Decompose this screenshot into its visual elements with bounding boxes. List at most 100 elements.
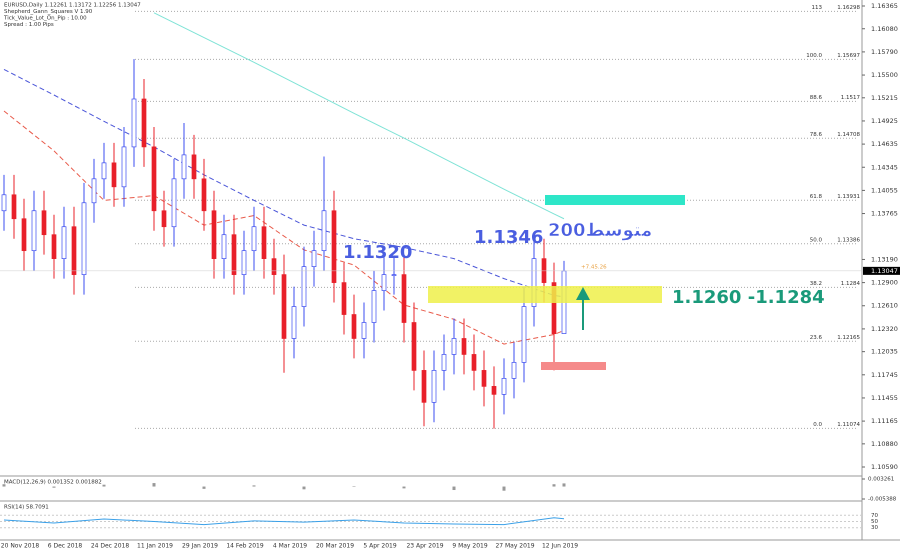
up-arrow (576, 287, 590, 330)
candle-body (161, 210, 167, 228)
candle-body (531, 258, 537, 307)
fibo-price: 1.14708 (837, 132, 860, 138)
candle-body (241, 250, 247, 275)
x-tick-label: 11 Jan 2019 (137, 543, 173, 550)
last-price-label: 1.13047 (871, 267, 898, 275)
candle-body (361, 322, 367, 339)
candle-body (151, 146, 157, 212)
x-tick-label: 20 Nov 2018 (1, 543, 40, 550)
macd-bar (52, 486, 56, 488)
candle-body (451, 338, 457, 355)
resistance-zone (545, 195, 685, 205)
candle-body (71, 226, 77, 275)
candle-body (481, 370, 487, 387)
fibo-price: 1.13931 (837, 194, 860, 200)
fibo-price: 1.12165 (837, 335, 860, 341)
candle-body (411, 322, 417, 371)
moving-average (153, 12, 565, 220)
y-tick-label: 1.13765 (871, 210, 898, 218)
candle-body (491, 386, 497, 395)
y-tick-label: 1.16080 (871, 25, 898, 33)
rsi-tick-label: 70 (871, 513, 878, 519)
y-tick-label: 1.15500 (871, 71, 898, 79)
candle-body (391, 274, 397, 276)
y-tick-label: 1.15790 (871, 48, 898, 56)
y-tick-label: 1.16365 (871, 2, 898, 10)
fibo-price: 1.15697 (837, 53, 860, 59)
header-line: Spread : 1.00 Pips (4, 22, 54, 28)
y-tick-label: 1.14055 (871, 186, 898, 194)
candle-body (21, 218, 27, 252)
support-zone (428, 286, 662, 303)
annotation: 1.1346 (474, 227, 543, 248)
candle-body (191, 154, 197, 180)
macd-tick-label: 0.003261 (868, 477, 894, 483)
last-price-box (863, 266, 900, 275)
candle-body (371, 290, 377, 323)
macd-bar (252, 485, 256, 487)
rsi-tick-label: 50 (871, 519, 878, 525)
candle-body (261, 226, 267, 260)
candle-body (421, 370, 427, 403)
macd-bar (152, 483, 156, 487)
candle-body (171, 178, 177, 228)
x-tick-label: 9 May 2019 (452, 543, 487, 550)
annotation: +7.45.26 (581, 265, 607, 271)
annotation: 1.1320 (343, 242, 412, 263)
candle-body (551, 282, 557, 335)
candle-body (221, 234, 227, 260)
x-tick-label: 12 Jun 2019 (542, 543, 578, 550)
candle-body (1, 194, 7, 212)
y-tick-label: 1.12320 (871, 325, 898, 333)
header-line: Shepherd_Gann_Squares V 1.90 (4, 9, 93, 15)
fibo-price: 1.1517 (841, 95, 861, 101)
fibo-level: 0.0 (813, 422, 822, 428)
y-tick-label: 1.11455 (871, 394, 898, 402)
candle-body (61, 226, 67, 260)
y-tick-label: 1.15215 (871, 94, 898, 102)
candle-body (351, 314, 357, 339)
fibo-level: 38.2 (810, 281, 822, 287)
macd-bar (2, 484, 6, 487)
moving-average (3, 69, 565, 298)
candle-body (291, 306, 297, 339)
macd-label: MACD(12,26,9) 0.001352 0.001882 (4, 480, 102, 486)
candle-body (461, 338, 467, 355)
macd-bar (502, 486, 506, 491)
candle-body (201, 178, 207, 212)
y-tick-label: 1.14925 (871, 117, 898, 125)
candle-body (511, 362, 517, 379)
fibo-level: 23.6 (810, 335, 823, 341)
candle-body (81, 202, 87, 275)
header-line: EURUSD,Daily 1.12261 1.13172 1.12256 1.1… (4, 3, 141, 9)
y-tick-label: 1.12035 (871, 348, 898, 356)
candle-body (231, 234, 237, 275)
x-tick-label: 4 Mar 2019 (273, 543, 307, 550)
candle-body (31, 210, 37, 252)
candle-body (251, 226, 257, 252)
candle-body (41, 210, 47, 236)
fibo-level: 50.0 (810, 237, 823, 243)
candle-body (441, 354, 447, 371)
fibo-level: 113 (812, 5, 823, 11)
fibo-price: 1.13386 (837, 237, 860, 243)
y-tick-label: 1.14635 (871, 140, 898, 148)
fibo-level: 100.0 (806, 53, 822, 59)
x-tick-label: 14 Feb 2019 (226, 543, 264, 550)
candle-body (301, 266, 307, 307)
candle-body (111, 162, 117, 188)
candle-body (311, 250, 317, 267)
candle-body (11, 194, 17, 220)
macd-bar (562, 483, 566, 487)
candle-body (471, 354, 477, 371)
candle-body (101, 162, 107, 180)
macd-bar (202, 486, 206, 489)
candle-body (91, 178, 97, 204)
candle-body (211, 210, 217, 260)
candle-body (141, 98, 147, 148)
candle-body (341, 282, 347, 315)
y-tick-label: 1.12900 (871, 279, 898, 287)
macd-bar (102, 484, 106, 487)
